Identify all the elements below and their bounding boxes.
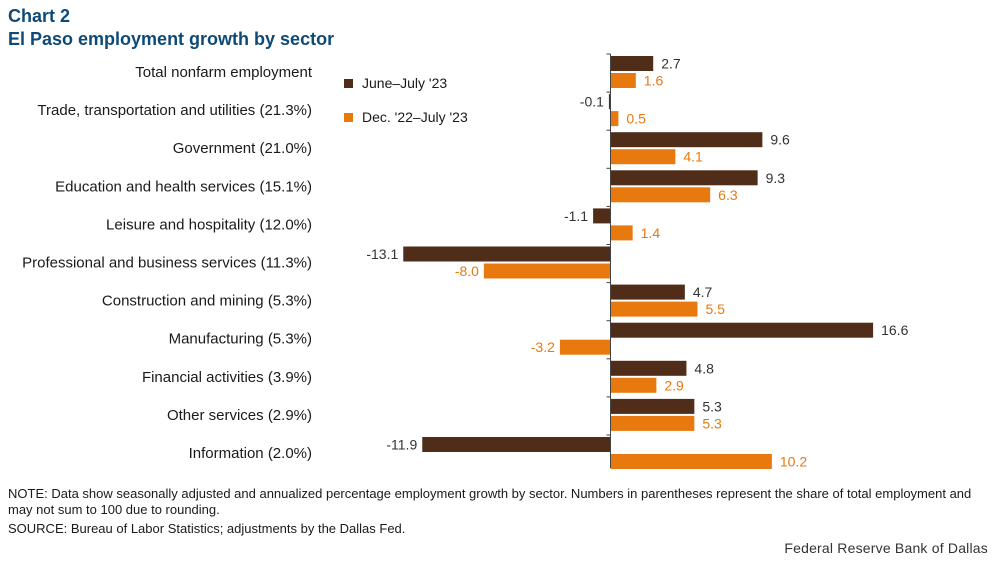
category-label: Total nonfarm employment [135, 64, 313, 81]
bar [610, 132, 763, 148]
data-label: -0.1 [580, 94, 604, 110]
bar [610, 454, 772, 469]
bar [610, 187, 711, 203]
category-label: Professional and business services (11.3… [22, 255, 312, 272]
bar [593, 208, 611, 224]
bar [559, 339, 611, 355]
category-label: Manufacturing (5.3%) [169, 331, 312, 348]
data-label: -11.9 [386, 437, 417, 453]
data-label: 5.5 [706, 301, 726, 317]
bar [610, 111, 619, 127]
legend-label: Dec. '22–July '23 [362, 109, 468, 125]
bar [610, 170, 758, 186]
data-label: 4.7 [693, 284, 713, 300]
bar [610, 415, 695, 431]
category-label: Leisure and hospitality (12.0%) [106, 216, 312, 233]
data-label: 1.6 [644, 73, 664, 89]
category-label: Construction and mining (5.3%) [102, 293, 312, 310]
legend-label: June–July '23 [362, 75, 447, 91]
category-label: Trade, transportation and utilities (21.… [37, 102, 312, 119]
bar [610, 73, 636, 88]
bar [610, 301, 698, 317]
bar [610, 225, 633, 241]
category-label: Other services (2.9%) [167, 407, 312, 424]
bar [610, 377, 657, 393]
data-label: -3.2 [531, 339, 555, 355]
chart-title: El Paso employment growth by sector [8, 29, 335, 49]
bar [610, 149, 676, 165]
data-label: 5.3 [702, 415, 722, 431]
category-label: Government (21.0%) [173, 140, 312, 157]
data-label: 10.2 [780, 454, 807, 470]
credit-text: Federal Reserve Bank of Dallas [784, 540, 988, 556]
source-text: SOURCE: Bureau of Labor Statistics; adju… [8, 521, 406, 536]
bar [422, 437, 611, 452]
data-label: 0.5 [626, 111, 646, 127]
data-label: 9.3 [766, 170, 786, 186]
data-label: 4.8 [694, 360, 714, 376]
chart-number: Chart 2 [8, 6, 71, 26]
bar [610, 284, 685, 300]
bar [610, 398, 695, 414]
data-label: -13.1 [366, 246, 398, 262]
legend-swatch [344, 113, 353, 122]
bar [610, 360, 687, 376]
bar [403, 246, 611, 262]
legend-swatch [344, 79, 353, 88]
category-label: Information (2.0%) [189, 445, 312, 462]
data-label: -1.1 [564, 208, 588, 224]
bar-chart: Total nonfarm employment Trade, transport… [22, 53, 909, 470]
note-text: NOTE: Data show seasonally adjusted and … [8, 486, 972, 517]
bar [610, 56, 654, 71]
bar [610, 322, 874, 338]
data-label: 2.9 [664, 377, 684, 393]
bar [483, 263, 611, 279]
data-label: -8.0 [455, 263, 479, 279]
chart-notes: NOTE: Data show seasonally adjusted and … [8, 486, 990, 540]
chart-header: Chart 2 El Paso employment growth by sec… [8, 5, 334, 51]
data-label: 5.3 [702, 398, 722, 414]
data-label: 6.3 [718, 187, 738, 203]
category-label: Education and health services (15.1%) [55, 178, 312, 195]
bar [608, 94, 611, 110]
data-label: 1.4 [641, 225, 661, 241]
data-label: 16.6 [881, 322, 908, 338]
category-label: Financial activities (3.9%) [142, 369, 312, 386]
data-label: 9.6 [770, 132, 790, 148]
data-label: 2.7 [661, 56, 681, 72]
data-label: 4.1 [683, 149, 703, 165]
